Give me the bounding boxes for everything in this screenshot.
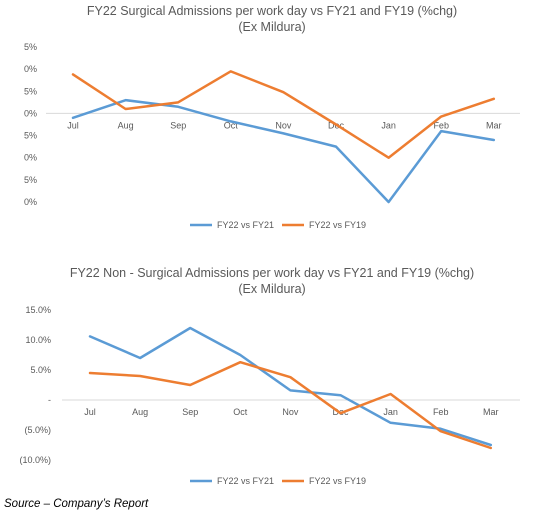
y-tick-label: 5% (24, 175, 37, 185)
x-tick-label: Feb (433, 407, 449, 417)
y-tick-label: 0% (24, 108, 37, 118)
x-tick-label: Mar (486, 120, 502, 130)
x-tick-label: Jul (84, 407, 96, 417)
surgical-admissions-chart: FY22 Surgical Admissions per work day vs… (24, 4, 520, 230)
chart2-title: FY22 Non - Surgical Admissions per work … (70, 266, 474, 280)
x-tick-label: Nov (282, 407, 299, 417)
x-tick-label: Jan (381, 120, 396, 130)
x-tick-label: Jan (383, 407, 398, 417)
x-tick-label: Sep (170, 120, 186, 130)
legend-label: FY22 vs FY19 (309, 476, 366, 486)
legend-label: FY22 vs FY21 (217, 476, 274, 486)
chart2-legend: FY22 vs FY21 FY22 vs FY19 (190, 476, 366, 486)
y-tick-label: 10.0% (25, 335, 51, 345)
series-line-fy22-vs-fy19 (88, 360, 493, 450)
y-tick-label: 5.0% (30, 365, 51, 375)
series-line-fy22-vs-fy21 (71, 98, 496, 204)
chart1-subtitle: (Ex Mildura) (238, 20, 305, 34)
x-tick-label: Feb (433, 120, 449, 130)
series-line-fy22-vs-fy19 (71, 70, 496, 159)
y-tick-label: (5.0%) (24, 425, 51, 435)
x-tick-label: Oct (233, 407, 248, 417)
y-tick-label: 15.0% (25, 305, 51, 315)
y-tick-label: 0% (24, 197, 37, 207)
y-tick-label: 5% (24, 42, 37, 52)
y-tick-label: 5% (24, 131, 37, 141)
y-tick-label: (10.0%) (19, 455, 51, 465)
x-tick-label: Aug (118, 120, 134, 130)
x-tick-label: Aug (132, 407, 148, 417)
chart1-legend: FY22 vs FY21 FY22 vs FY19 (190, 220, 366, 230)
legend-label: FY22 vs FY21 (217, 220, 274, 230)
series-line-fy22-vs-fy21 (88, 326, 493, 447)
y-tick-label: 0% (24, 153, 37, 163)
x-tick-label: Sep (182, 407, 198, 417)
non-surgical-admissions-chart: FY22 Non - Surgical Admissions per work … (19, 266, 520, 486)
x-tick-label: Mar (483, 407, 499, 417)
x-tick-label: Oct (224, 120, 239, 130)
x-tick-label: Jul (67, 120, 79, 130)
y-tick-label: 5% (24, 86, 37, 96)
source-note: Source – Company’s Report (4, 498, 149, 510)
y-tick-label: - (48, 395, 51, 405)
legend-label: FY22 vs FY19 (309, 220, 366, 230)
chart1-title: FY22 Surgical Admissions per work day vs… (87, 4, 457, 18)
x-tick-label: Nov (275, 120, 292, 130)
y-tick-label: 0% (24, 64, 37, 74)
chart2-subtitle: (Ex Mildura) (238, 282, 305, 296)
